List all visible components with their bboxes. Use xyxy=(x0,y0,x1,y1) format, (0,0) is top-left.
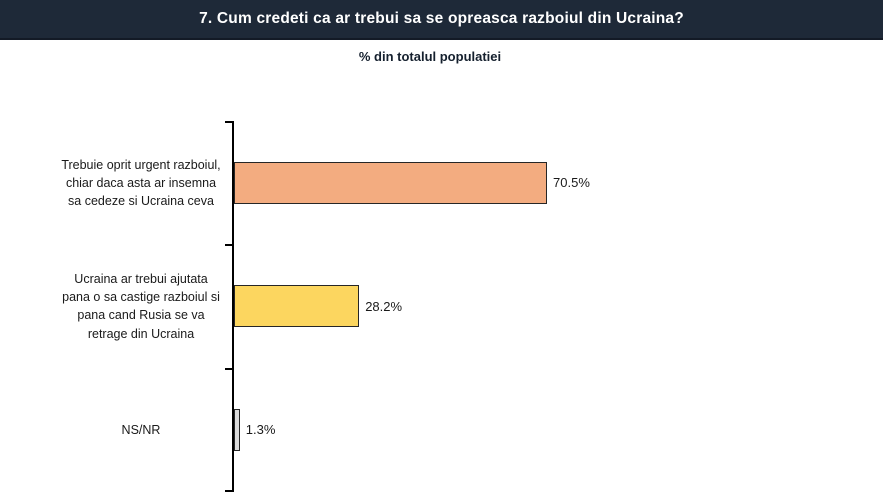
axis-tick xyxy=(225,490,232,492)
value-label: 70.5% xyxy=(553,175,590,191)
y-axis-line xyxy=(232,121,234,492)
chart-row: Ucraina ar trebui ajutata pana o sa cast… xyxy=(60,245,678,369)
chart-title: 7. Cum credeti ca ar trebui sa se opreas… xyxy=(199,10,684,27)
bar-track: 28.2% xyxy=(234,245,678,369)
chart-row: NS/NR 1.3% xyxy=(60,368,678,492)
chart-subtitle: % din totalul populatiei xyxy=(358,49,502,64)
bar-track: 1.3% xyxy=(234,368,678,492)
bar-track: 70.5% xyxy=(234,121,678,245)
value-label: 1.3% xyxy=(245,422,276,438)
axis-tick xyxy=(225,368,232,370)
axis-tick xyxy=(225,244,232,246)
category-label: Trebuie oprit urgent razboiul, chiar dac… xyxy=(61,157,221,208)
axis-tick xyxy=(225,121,232,123)
chart-row: Trebuie oprit urgent razboiul, chiar dac… xyxy=(60,121,678,245)
category-label: NS/NR xyxy=(121,422,161,437)
category-label: Ucraina ar trebui ajutata pana o sa cast… xyxy=(62,272,220,341)
bar-help-ukraine-win xyxy=(234,285,360,328)
bar-ns-nr xyxy=(234,408,240,451)
bar-stop-war-urgently xyxy=(234,161,548,204)
value-label: 28.2% xyxy=(365,298,403,314)
chart-title-bar: 7. Cum credeti ca ar trebui sa se opreas… xyxy=(0,0,883,40)
horizontal-bar-chart: Trebuie oprit urgent razboiul, chiar dac… xyxy=(60,121,678,492)
